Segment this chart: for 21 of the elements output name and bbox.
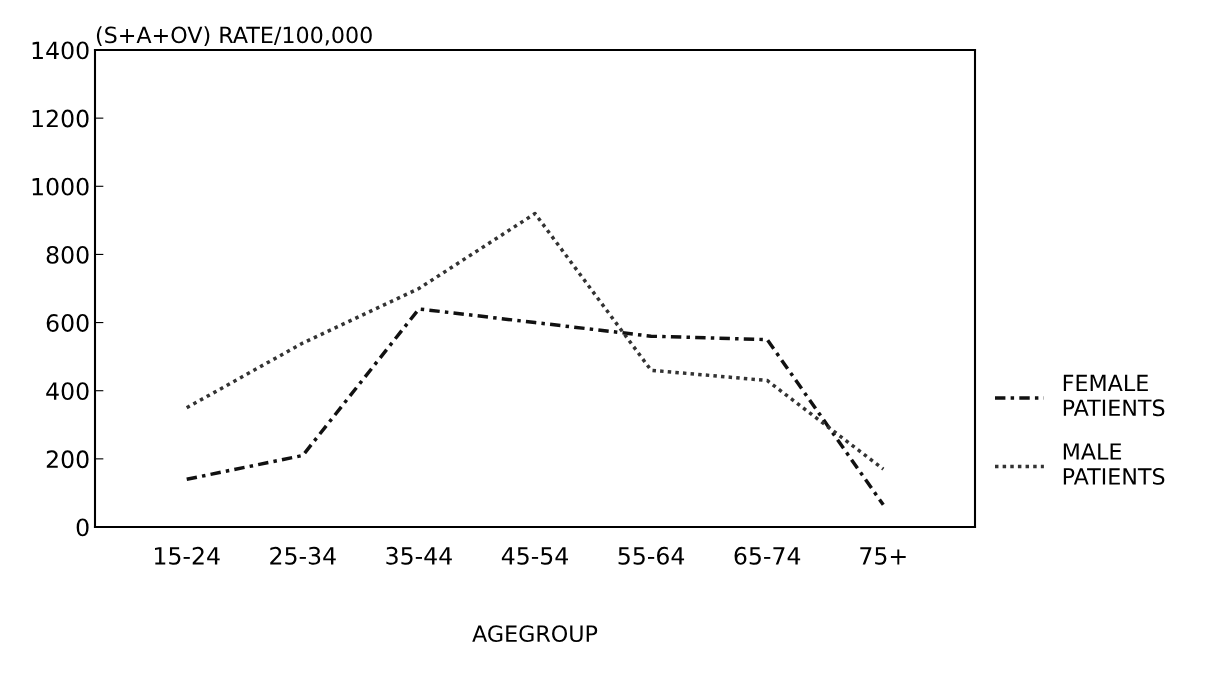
y-axis-title: (S+A+OV) RATE/100,000 bbox=[96, 26, 372, 46]
x-tick-label: 55-64 bbox=[618, 546, 685, 565]
y-tick-label: 400 bbox=[46, 382, 89, 401]
x-tick-label: 25-34 bbox=[270, 546, 336, 565]
x-axis-title: AGEGROUP bbox=[472, 625, 598, 643]
y-tick-label: 1400 bbox=[32, 41, 89, 60]
x-tick-label: 35-44 bbox=[386, 546, 452, 565]
x-tick-label: 45-54 bbox=[501, 547, 568, 565]
y-tick-label: 1000 bbox=[32, 177, 89, 196]
legend-label: MALE PATIENTS bbox=[1063, 443, 1165, 485]
x-tick-label: 65-74 bbox=[734, 546, 801, 565]
y-tick-label: 0 bbox=[76, 518, 89, 537]
x-tick-label: 75+ bbox=[860, 547, 906, 565]
y-tick-label: 200 bbox=[46, 450, 89, 469]
line-series bbox=[184, 211, 886, 471]
y-tick-label: 600 bbox=[46, 314, 89, 332]
legend-label: FEMALE PATIENTS bbox=[1063, 374, 1165, 417]
line-series bbox=[184, 307, 886, 507]
y-tick-label: 800 bbox=[46, 245, 89, 264]
y-tick-label: 1200 bbox=[32, 109, 89, 128]
x-tick-label: 15-24 bbox=[155, 546, 220, 565]
